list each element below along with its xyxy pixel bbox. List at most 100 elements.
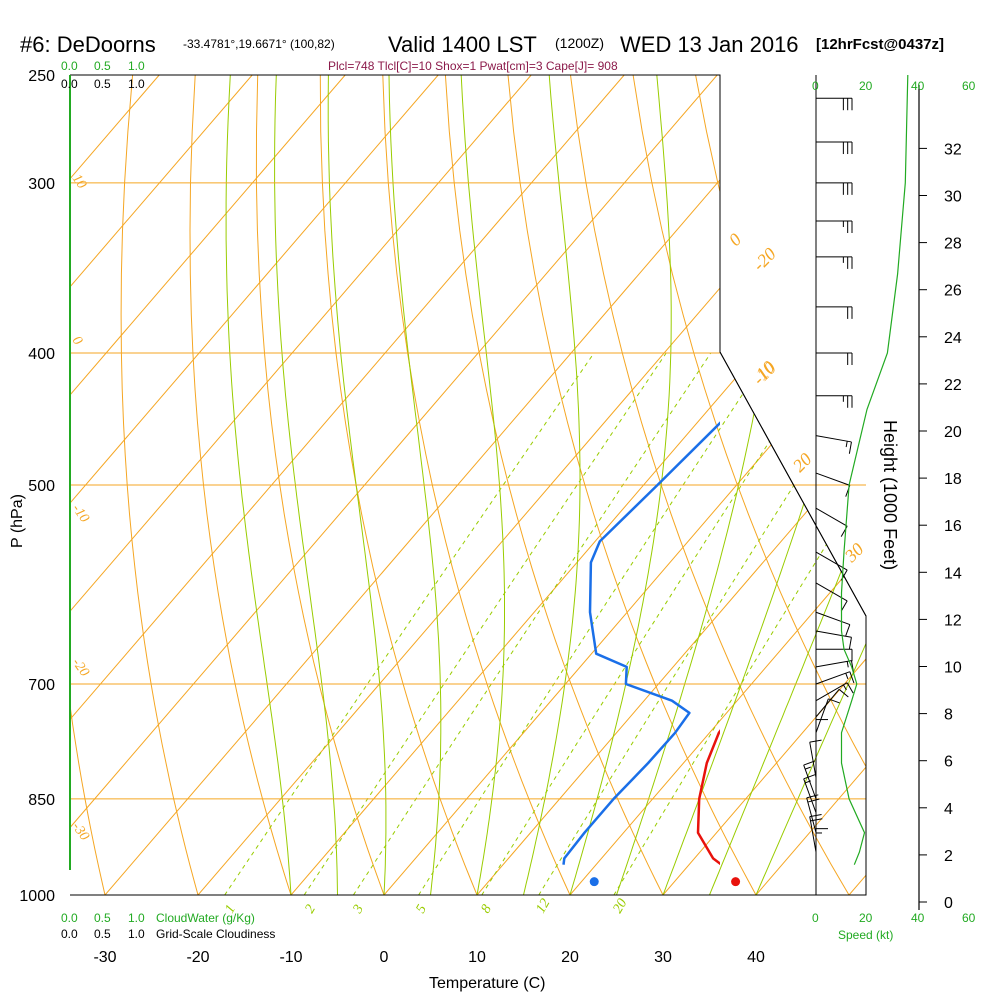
wind-barb (816, 220, 853, 234)
isotherm-line (848, 75, 866, 895)
isotherm-label: 0 (725, 229, 746, 250)
wind-barb (815, 688, 849, 718)
pressure-tick-label: 850 (28, 792, 55, 809)
wind-barb (815, 828, 828, 865)
valid-time: Valid 1400 LST (388, 32, 537, 57)
wind-barb-staff (809, 742, 817, 778)
moist-adiabat (225, 75, 292, 895)
wind-barb (816, 141, 853, 155)
pressure-tick-label: 250 (28, 68, 55, 85)
wind-barb (815, 507, 848, 537)
dry-adiabat-label: -10 (69, 502, 92, 526)
frame-diagonal (719, 351, 867, 617)
dry-adiabat (120, 75, 199, 895)
wind-barb-flag (846, 682, 854, 694)
wind-barb (815, 719, 828, 756)
y-axis-label: P (hPa) (9, 494, 26, 548)
moist-adiabat (327, 75, 387, 895)
isotherm-label: -20 (749, 244, 780, 275)
svg-text:0.5: 0.5 (94, 59, 111, 73)
profiles (562, 75, 1000, 866)
dry-adiabat (570, 75, 850, 895)
wind-barb-staff (815, 682, 848, 702)
moist-adiabat (388, 75, 442, 895)
wind-barb-flag (845, 624, 851, 636)
cloudiness-label: Grid-Scale Cloudiness (156, 927, 275, 941)
wind-barb (816, 97, 853, 111)
wind-barb-flag (807, 798, 820, 803)
wind-barb-flag (849, 671, 855, 684)
surface-dewpoint-dot (589, 877, 599, 887)
wind-barb-flag (804, 766, 811, 770)
height-tick-label: 24 (944, 330, 962, 347)
svg-text:20: 20 (859, 79, 873, 93)
mixing-ratio-label: 5 (413, 902, 429, 916)
temperature-tick-label: 40 (747, 949, 765, 966)
temperature-tick-label: 20 (561, 949, 579, 966)
x-axis-label: Temperature (C) (429, 975, 545, 992)
height-tick-label: 18 (944, 471, 962, 488)
wind-barb (815, 435, 852, 454)
dry-adiabat (255, 75, 385, 895)
dry-adiabat (382, 75, 571, 895)
svg-text:0: 0 (812, 911, 819, 925)
mixing-ratio-line (481, 352, 828, 895)
svg-text:0.0: 0.0 (61, 927, 78, 941)
mixing-ratio-label: 3 (350, 902, 367, 916)
wind-barb-flag (845, 441, 848, 448)
height-tick-label: 30 (944, 189, 962, 206)
speed-scale-bottom: 0 20 40 60 Speed (kt) (812, 911, 976, 942)
wind-barb (816, 182, 853, 195)
dry-adiabat-label: -20 (69, 656, 92, 680)
wind-barb (815, 611, 851, 636)
wind-barb-staff (815, 507, 848, 527)
moist-adiabat (523, 75, 581, 895)
wind-barb-staff (815, 551, 848, 571)
temperature-tick-label: -10 (279, 949, 302, 966)
station-title: #6: DeDoorns (20, 32, 156, 57)
isotherm-label: 20 (789, 449, 816, 476)
wind-barbs (803, 97, 855, 865)
station-coords: -33.4781°,19.6671° (100,82) (183, 37, 335, 51)
wind-barb (815, 582, 848, 612)
wind-barb (815, 630, 852, 650)
wind-barb (816, 352, 853, 366)
svg-text:0: 0 (812, 79, 819, 93)
wind-barb-staff (803, 764, 817, 800)
moist-adiabat (755, 75, 866, 895)
temperature-tick-label: 10 (468, 949, 486, 966)
wind-barb-staff (806, 797, 817, 833)
height-tick-label: 0 (944, 895, 953, 912)
mixing-ratio-line (303, 352, 667, 895)
params-line: Plcl=748 Tlcl[C]=10 Shox=1 Pwat[cm]=3 Ca… (328, 59, 618, 73)
dry-adiabat-label: -30 (69, 820, 92, 844)
wind-barb (806, 794, 820, 833)
cloud-scale-top: 0.0 0.5 1.0 0.0 0.5 1.0 (61, 59, 145, 91)
svg-text:60: 60 (962, 79, 976, 93)
temperature-tick-label: -30 (93, 949, 116, 966)
wind-barb (815, 671, 855, 685)
pressure-tick-label: 300 (28, 176, 55, 193)
speed-line (840, 74, 909, 865)
isotherm-line (70, 75, 253, 895)
mixing-ratio-label: 8 (478, 902, 494, 916)
isotherm-line (70, 75, 346, 895)
mixing-ratio-label: 12 (533, 896, 553, 916)
svg-text:1.0: 1.0 (128, 59, 145, 73)
wind-barb (815, 682, 854, 702)
isotherm-line (662, 75, 866, 895)
dry-adiabat (507, 75, 757, 895)
pressure-grid (70, 74, 866, 896)
parcel-line (763, 75, 1000, 676)
cloud-water-label: CloudWater (g/Kg) (156, 911, 255, 925)
height-tick-label: 20 (944, 424, 962, 441)
wind-barb-flag (843, 684, 847, 691)
temperature-ticks: -30 -20 -10 0 10 20 30 40 (93, 949, 765, 966)
svg-text:0.5: 0.5 (94, 77, 111, 91)
height-axis-label: Height (1000 Feet) (880, 420, 900, 570)
svg-text:0.0: 0.0 (61, 59, 78, 73)
wind-barb-flag (806, 794, 819, 799)
pressure-tick-label: 400 (28, 346, 55, 363)
